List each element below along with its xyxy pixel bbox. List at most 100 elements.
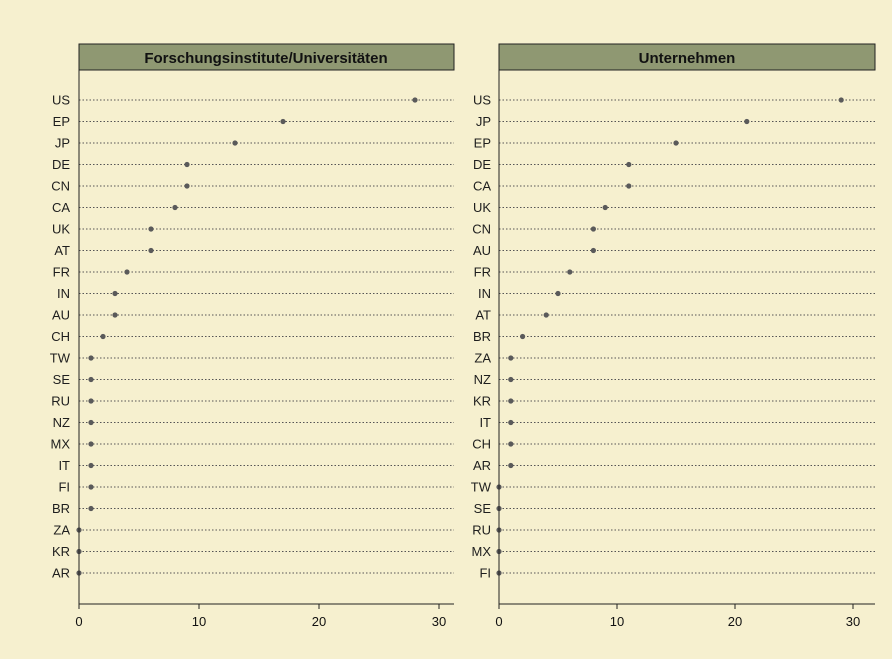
data-point [673,140,679,146]
category-label: JP [476,114,491,129]
category-label: FI [479,566,491,581]
panel-research-header [78,43,455,71]
category-label: US [473,93,491,108]
data-point [100,333,106,340]
data-point [520,333,526,340]
category-label: US [52,93,70,108]
data-point [567,269,573,275]
category-label: FR [474,265,491,280]
data-point [172,204,178,211]
category-label: IN [57,286,70,301]
category-label: CA [52,200,70,215]
data-point [626,161,632,168]
category-label: NZ [474,372,491,387]
category-label: AT [54,243,70,258]
category-label: CN [51,179,70,194]
data-point [555,290,561,297]
data-point [508,419,514,426]
data-point [626,183,632,189]
data-point [590,226,597,232]
data-point [838,97,844,103]
data-point [508,462,514,469]
data-point [184,183,190,189]
category-label: DE [473,157,491,172]
category-label: CH [472,437,491,452]
data-point [280,118,286,125]
x-tick-label: 10 [192,614,206,629]
data-point [112,312,118,318]
data-point [148,247,154,254]
x-tick-label: 0 [75,614,82,629]
data-point [88,376,94,383]
x-tick-label: 20 [728,614,742,629]
category-label: AR [473,458,491,473]
category-label: NZ [53,415,70,430]
data-point [232,140,238,146]
panel-research-x-ticks: 0 10 20 30 [75,604,446,629]
data-point [124,269,130,275]
category-label: EP [474,136,491,151]
category-label: RU [51,394,70,409]
data-point [412,97,418,103]
data-point [88,398,94,404]
data-point [112,290,118,297]
category-label: IT [479,415,491,430]
category-label: MX [51,437,71,452]
data-point [88,355,94,361]
panel-companies-header [498,43,876,71]
category-label: IN [478,286,491,301]
data-point [590,247,597,254]
category-label: UK [52,222,70,237]
x-tick-label: 30 [846,614,860,629]
data-point [88,505,94,512]
data-point [88,441,94,447]
data-point [508,355,514,361]
category-label: TW [50,351,71,366]
category-label: EP [53,114,70,129]
category-label: JP [55,136,70,151]
panel-research-rows [79,99,454,574]
category-label: DE [52,157,70,172]
x-tick-label: 0 [495,614,502,629]
data-point [508,441,514,447]
x-tick-label: 20 [312,614,326,629]
panel-companies: Unternehmen US JP EP DE CA UK CN AU FR IN AT BR ZA NZ… [471,43,876,629]
category-label: TW [471,480,492,495]
data-point [508,398,514,404]
category-label: ZA [53,523,70,538]
category-label: SE [474,501,492,516]
category-label: CH [51,329,70,344]
category-label: AU [52,308,70,323]
x-tick-label: 30 [432,614,446,629]
category-label: SE [53,372,71,387]
category-label: FI [58,480,70,495]
category-label: KR [473,394,491,409]
panel-companies-category-labels: US JP EP DE CA UK CN AU FR IN AT BR ZA NZ KR IT CH AR TW SE… [471,93,492,581]
category-label: UK [473,200,491,215]
data-point [602,204,608,211]
category-label: AU [473,243,491,258]
data-point [148,226,154,232]
category-label: MX [472,544,492,559]
category-label: ZA [474,351,491,366]
panel-companies-x-ticks: 0 10 20 30 [495,604,860,629]
category-label: CA [473,179,491,194]
data-point [744,118,750,125]
category-label: AT [475,308,491,323]
panel-research: Forschungsinstitute/Universitäten US EP JP… [50,43,455,629]
category-label: KR [52,544,70,559]
category-label: BR [52,501,70,516]
category-label: IT [58,458,70,473]
panel-companies-title: Unternehmen [639,50,736,67]
panel-research-category-labels: US EP JP DE CN CA UK AT FR IN AU CH TW SE RU NZ MX IT FI BR… [50,93,71,581]
data-point [88,462,94,469]
data-point [184,161,190,168]
category-label: BR [473,329,491,344]
x-tick-label: 10 [610,614,624,629]
data-point [508,376,514,383]
data-point [88,419,94,426]
category-label: RU [472,523,491,538]
category-label: FR [53,265,70,280]
